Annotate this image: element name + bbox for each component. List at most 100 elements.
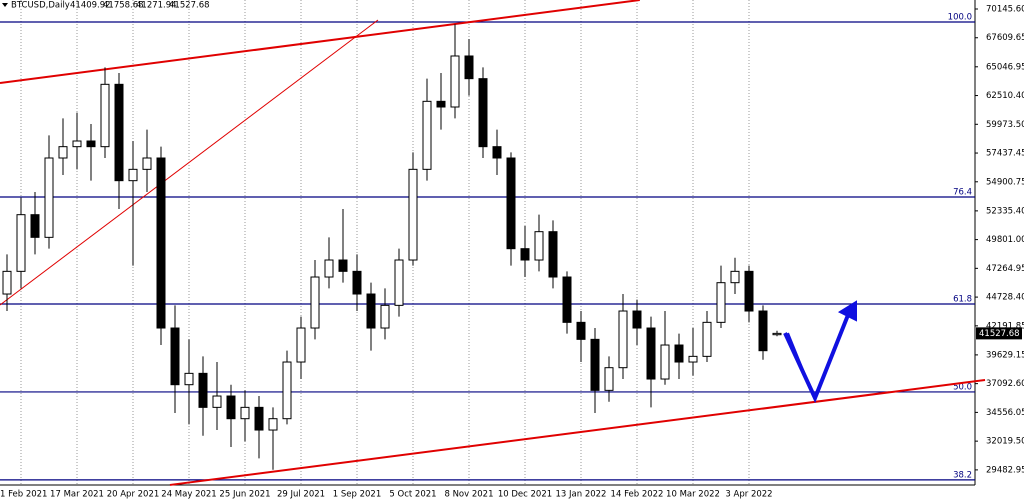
x-tick-label: 10 Mar 2022 [666,490,720,500]
y-tick-label: 54900.75 [986,177,1024,187]
candle-body [674,344,684,363]
candle-body [100,83,110,148]
x-tick-label: 8 Nov 2021 [444,490,493,500]
candle-body [114,83,124,182]
candle-body [716,282,726,323]
candle-body [198,372,208,408]
candle-body [506,157,516,250]
candle-body [660,344,670,380]
x-tick-label: 29 Jul 2021 [277,490,325,500]
header-low: 41271.94 [136,1,177,11]
candle-body [226,395,236,420]
candle-body [338,259,348,272]
candle-body [142,157,152,170]
candle-body [730,270,740,284]
candle-body [296,327,306,363]
candle-body [464,55,474,80]
trend-line [169,378,986,486]
y-tick-label: 62510.40 [986,91,1024,101]
candle-body [548,231,558,278]
y-tick-label: 34556.05 [986,408,1024,418]
candle-body [492,146,502,159]
level-label: 38.2 [953,470,972,480]
candle-body [170,327,180,386]
candle-body [744,270,754,312]
candle-body [702,321,712,357]
candle-body [618,310,628,369]
price-box [976,327,1022,340]
candle-body [646,327,656,380]
header-close: 41527.68 [169,1,210,11]
y-tick-label: 42191.85 [986,321,1024,331]
candle-body [16,214,26,272]
menu-triangle [2,3,8,7]
candle-body [212,395,222,408]
candle-body [268,418,278,431]
x-tick-label: 1 Sep 2021 [333,490,381,500]
x-tick-label: 17 Mar 2021 [50,490,104,500]
y-tick-label: 52335.40 [986,206,1024,216]
y-tick-label: 67609.65 [986,33,1024,43]
candle-body [576,321,586,340]
price-label: 41527.68 [979,329,1020,339]
candle-body [240,406,250,420]
projection-arrow-head [837,300,857,322]
projection-arrow [783,309,852,404]
symbol: BTCUSD,Daily [11,1,70,11]
level-label: 61.8 [953,294,972,304]
level-label: 76.4 [953,187,972,197]
trend-line [0,19,379,306]
candle-body [282,361,292,420]
candle-body [380,304,390,329]
candle-body [590,338,600,391]
candle-body [184,372,194,386]
header-high: 41758.68 [103,1,144,11]
candle-body [450,55,460,108]
x-tick-label: 24 May 2021 [161,490,216,500]
candle-body [366,293,376,329]
candle-body [408,168,418,261]
x-tick-label: 20 Apr 2021 [107,490,160,500]
y-tick-label: 57437.45 [986,149,1024,159]
y-tick-label: 39629.15 [986,350,1024,360]
level-label: 50.0 [953,382,972,392]
y-tick-label: 32019.50 [986,437,1024,447]
candle-body [254,406,264,431]
x-tick-label: 3 Apr 2022 [725,490,772,500]
candle-body [44,157,54,238]
candle-body [688,355,698,363]
x-tick-label: 11 Feb 2021 [0,490,47,500]
y-tick-label: 37092.60 [986,379,1024,389]
y-tick-label: 49801.00 [986,235,1024,245]
candle-body [534,231,544,261]
candle-body [520,248,530,261]
candle-body [128,168,138,182]
y-tick-label: 65046.95 [986,62,1024,72]
candle-body [310,276,320,329]
candle-body [632,310,642,329]
candle-body [86,140,96,148]
x-tick-label: 5 Oct 2021 [389,490,436,500]
candle-body [156,157,166,329]
candle-body [352,270,362,295]
x-tick-label: 13 Jan 2022 [556,490,607,500]
candle-body [436,100,446,108]
y-tick-label: 70145.60 [986,5,1024,15]
candle-body [394,259,404,306]
candle-body [324,259,334,278]
candle-body [562,276,572,323]
candle-body [772,332,782,336]
x-tick-label: 25 Jun 2021 [219,490,270,500]
candle-body [2,270,12,295]
candle-body [478,78,488,148]
level-label: 100.0 [948,12,972,22]
candle-body [30,214,40,238]
y-tick-label: 47264.95 [986,264,1024,274]
x-tick-label: 14 Feb 2022 [611,490,664,500]
y-tick-label: 29482.95 [986,465,1024,475]
y-tick-label: 59973.50 [986,120,1024,130]
projection-arrow-path2 [787,332,813,393]
candle-body [58,146,68,159]
